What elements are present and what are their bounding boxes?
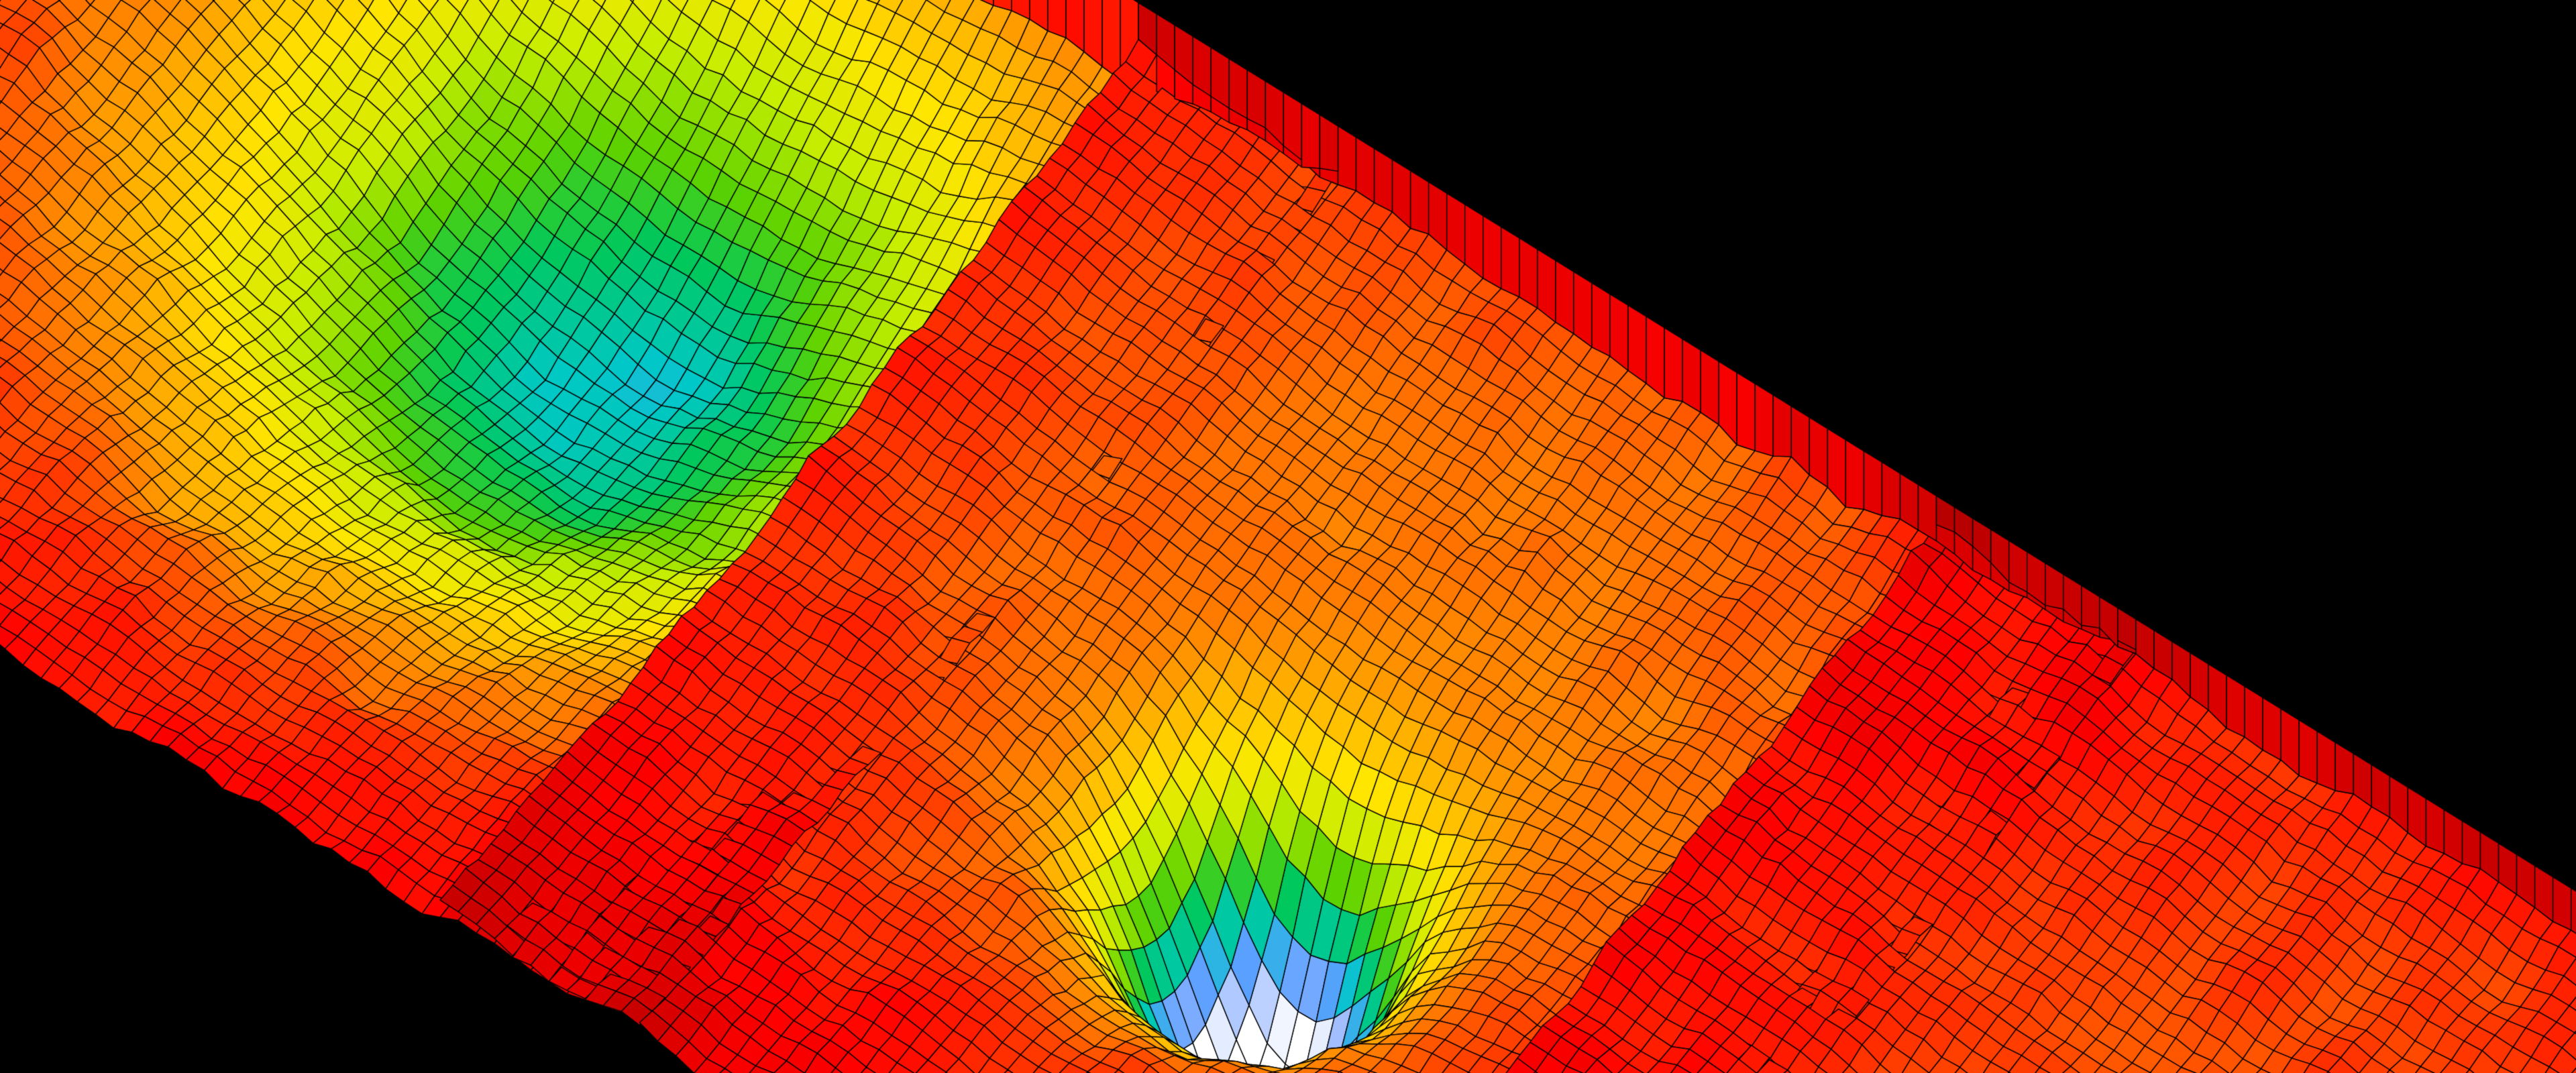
bec-3d-surface-plot [0,0,2576,1073]
